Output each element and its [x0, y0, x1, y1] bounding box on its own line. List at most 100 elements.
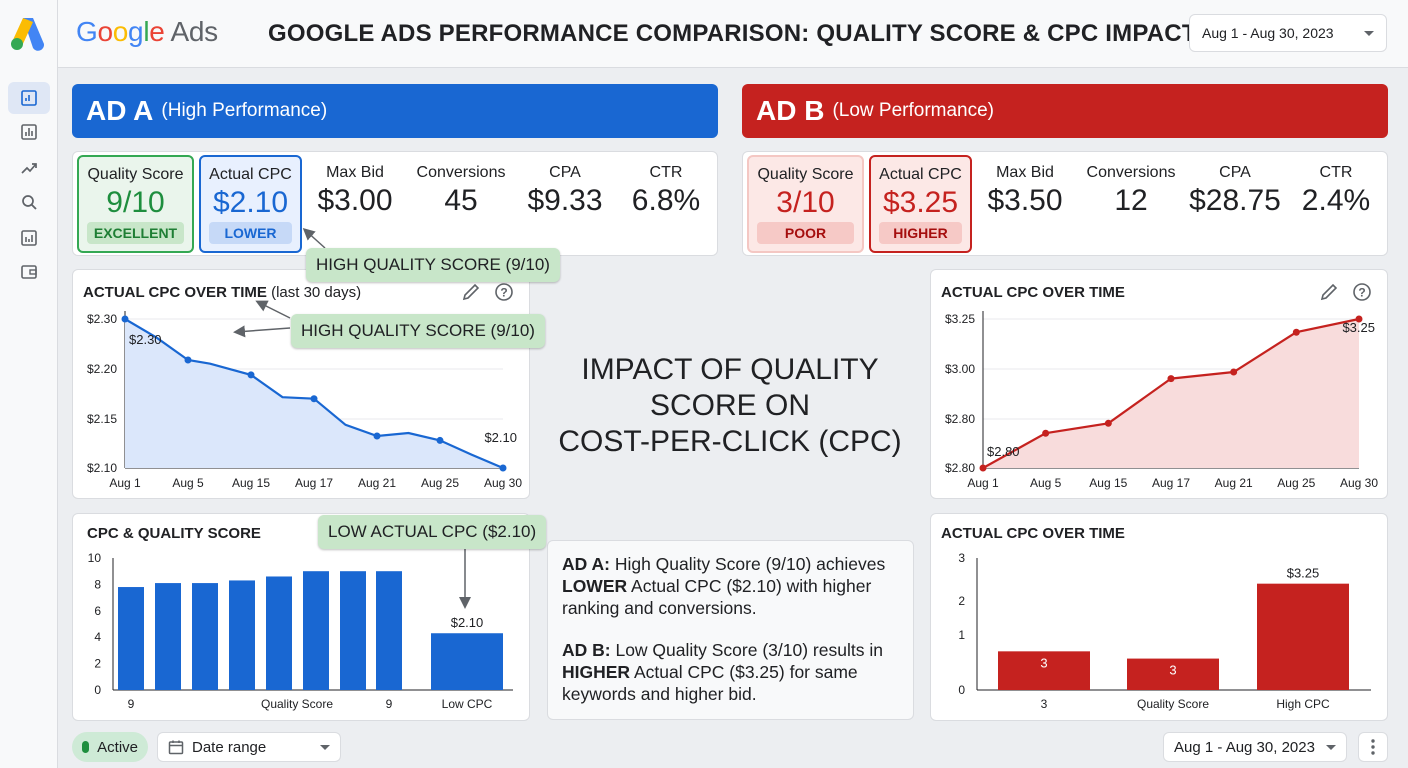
quality-score-value: 9/10 [106, 186, 165, 219]
data-point [979, 464, 987, 472]
bar [303, 571, 329, 690]
ad-a-quality-score[interactable]: Quality Score 9/10 EXCELLENT [77, 155, 194, 253]
x-tick-label: Aug 1 [109, 476, 141, 490]
bar-data-label: 3 [1040, 655, 1047, 670]
overview-icon[interactable] [8, 82, 50, 114]
bar [192, 583, 218, 690]
chart-title-suffix: (last 30 days) [271, 284, 362, 301]
insights-search-icon[interactable] [8, 186, 50, 218]
more-options-button[interactable] [1358, 732, 1388, 762]
data-point [247, 371, 255, 379]
y-tick-label: 3 [958, 551, 965, 565]
ad-a-cpc-chart-card: ACTUAL CPC OVER TIME (last 30 days) ? $2… [72, 269, 530, 499]
date-range-filter[interactable]: Date range [157, 732, 341, 762]
ad-a-ctr: CTR 6.8% [621, 164, 711, 218]
y-tick-label: 1 [958, 628, 965, 642]
y-tick-label: 2 [94, 657, 101, 671]
ad-b-quality-score[interactable]: Quality Score 3/10 POOR [747, 155, 864, 253]
more-vert-icon [1371, 739, 1375, 755]
data-point [373, 432, 381, 440]
y-tick-label: $2.30 [87, 312, 117, 326]
edit-icon[interactable] [461, 282, 481, 302]
metric-label: CTR [1319, 164, 1353, 181]
metric-label: CPA [1219, 164, 1251, 181]
series-area [983, 319, 1359, 468]
campaigns-icon[interactable] [8, 222, 50, 254]
y-tick-label: 6 [94, 604, 101, 618]
summary-card: AD A: High Quality Score (9/10) achieves… [547, 540, 914, 720]
top-header: Google Ads GOOGLE ADS PERFORMANCE COMPARI… [58, 0, 1408, 68]
x-tick-label: Aug 21 [1215, 476, 1253, 490]
ad-a-metrics-card: Quality Score 9/10 EXCELLENT Actual CPC … [72, 151, 718, 256]
y-tick-label: 0 [94, 683, 101, 697]
actual-cpc-label: Actual CPC [879, 166, 962, 183]
metric-value: $3.00 [317, 184, 393, 217]
y-tick-label: $3.00 [945, 362, 975, 376]
chevron-down-icon [1364, 30, 1374, 36]
trends-icon[interactable] [8, 152, 50, 184]
bar-data-label: 3 [1169, 663, 1176, 678]
bar [1127, 658, 1219, 690]
actual-cpc-value: $2.10 [212, 186, 289, 219]
edit-icon[interactable] [1319, 282, 1339, 302]
metric-label: Max Bid [996, 164, 1054, 181]
x-tick-label: 9 [128, 697, 135, 711]
ad-b-subtitle: (Low Performance) [832, 100, 995, 121]
svg-text:?: ? [500, 286, 507, 300]
bar [340, 571, 366, 690]
x-tick-label: 3 [1041, 697, 1048, 711]
callout-high-quality-score: HIGH QUALITY SCORE (9/10) [291, 314, 545, 348]
data-point [499, 464, 507, 472]
ad-a-title: AD A [86, 95, 154, 126]
impact-line: COST-PER-CLICK (CPC) [558, 425, 902, 458]
x-tick-label: Aug 15 [232, 476, 270, 490]
data-point [1104, 419, 1112, 427]
ad-b-banner: AD B (Low Performance) [742, 84, 1388, 138]
metric-value: 12 [1114, 184, 1148, 217]
y-tick-label: $2.80 [945, 412, 975, 426]
help-icon[interactable]: ? [1352, 282, 1372, 302]
x-tick-label: Quality Score [261, 697, 333, 711]
bar [431, 633, 503, 690]
footer-date-range-value: Aug 1 - Aug 30, 2023 [1174, 738, 1315, 756]
data-point [1167, 375, 1175, 383]
reports-icon[interactable] [8, 116, 50, 148]
quality-score-label: Quality Score [757, 166, 854, 183]
left-nav-rail [0, 0, 58, 768]
quality-badge: POOR [757, 222, 854, 244]
x-tick-label: Quality Score [1137, 697, 1209, 711]
actual-cpc-value: $3.25 [882, 186, 959, 219]
status-text: Active [97, 738, 138, 756]
svg-text:?: ? [1358, 286, 1365, 300]
summary-ad-b: AD B: Low Quality Score (3/10) results i… [562, 640, 883, 704]
ad-a-conversions: Conversions 45 [407, 164, 515, 218]
billing-icon[interactable] [8, 256, 50, 288]
bar [1257, 583, 1349, 690]
actual-cpc-label: Actual CPC [209, 166, 292, 183]
footer-date-range-picker[interactable]: Aug 1 - Aug 30, 2023 [1163, 732, 1347, 762]
data-point [310, 395, 318, 403]
date-range-picker[interactable]: Aug 1 - Aug 30, 2023 [1189, 14, 1387, 52]
metric-value: 6.8% [631, 184, 701, 217]
data-point [184, 356, 192, 364]
first-data-label: $2.30 [129, 332, 162, 347]
google-ads-wordmark[interactable]: Google Ads [76, 16, 218, 47]
ad-b-cpc-chart-card: ACTUAL CPC OVER TIME ? $3.25 $3.00 $2.80 $2… [930, 269, 1388, 499]
status-dot-icon [82, 741, 90, 753]
bar [998, 651, 1090, 690]
date-range-value: Aug 1 - Aug 30, 2023 [1202, 25, 1334, 41]
cpc-badge: LOWER [209, 222, 292, 244]
y-tick-label: $2.10 [87, 461, 117, 475]
ad-a-actual-cpc[interactable]: Actual CPC $2.10 LOWER [199, 155, 302, 253]
metric-label: Conversions [416, 164, 506, 181]
chevron-down-icon [1326, 744, 1336, 750]
help-icon[interactable]: ? [494, 282, 514, 302]
x-tick-label: Aug 5 [172, 476, 204, 490]
callout-high-quality-score: HIGH QUALITY SCORE (9/10) [306, 248, 560, 282]
google-ads-logo-icon[interactable] [8, 12, 50, 54]
ad-b-actual-cpc[interactable]: Actual CPC $3.25 HIGHER [869, 155, 972, 253]
status-active-chip[interactable]: Active [72, 732, 148, 762]
y-tick-label: $2.20 [87, 362, 117, 376]
